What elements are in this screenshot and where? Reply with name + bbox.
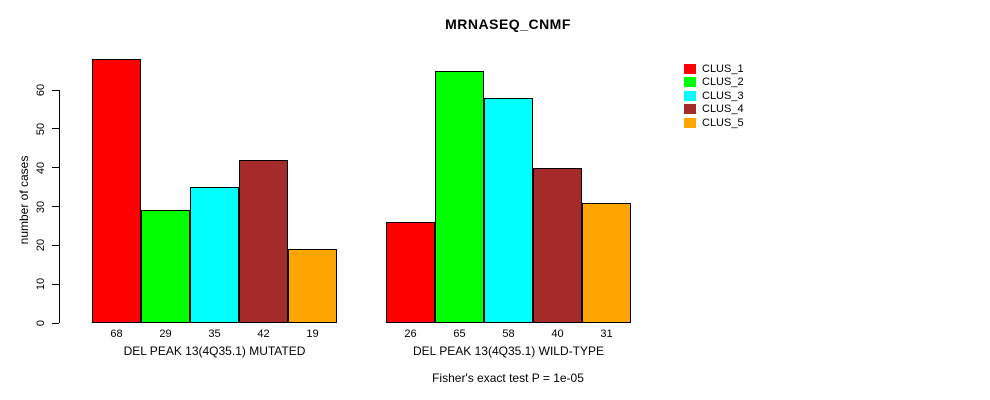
y-tick-mark [52,128,59,130]
legend-swatch-icon [684,104,696,115]
legend-item-clus_3: CLUS_3 [684,89,744,103]
bar-value-label: 65 [453,328,466,340]
bar-clus_2-group2 [435,70,484,323]
y-tick-mark [52,206,59,207]
y-tick-mark [52,89,59,91]
legend-label: CLUS_1 [702,62,744,75]
bar-clus_4-group2 [533,167,582,323]
legend-label: CLUS_5 [702,116,744,129]
legend-swatch-icon [684,90,696,101]
legend-swatch-icon [684,77,696,88]
legend-item-clus_1: CLUS_1 [684,62,744,76]
y-tick-mark [52,167,59,169]
y-tick-label: 10 [35,278,47,291]
bar-clus_1-group1 [92,58,141,323]
chart-title: MRNASEQ_CNMF [445,16,571,32]
y-axis-label: number of cases [17,155,31,245]
bar-clus_4-group1 [239,159,288,323]
bar-value-label: 68 [110,328,123,340]
bar-clus_5-group1 [288,249,337,323]
legend-item-clus_5: CLUS_5 [684,116,744,130]
y-tick-label: 0 [35,319,47,327]
bar-clus_2-group1 [141,210,190,323]
bar-value-label: 26 [404,328,417,340]
y-tick-mark [52,283,59,285]
bar-clus_3-group2 [484,97,533,323]
bar-value-label: 40 [551,328,564,340]
legend-label: CLUS_3 [702,89,744,102]
bar-value-label: 35 [208,328,221,340]
legend-label: CLUS_2 [702,76,744,89]
legend: CLUS_1 CLUS_2 CLUS_3 CLUS_4 CLUS_5 [684,62,744,130]
legend-swatch-icon [684,117,696,128]
fisher-test-annotation: Fisher's exact test P = 1e-05 [432,371,584,385]
y-tick-label: 20 [35,239,47,252]
y-tick-mark [52,322,59,324]
legend-item-clus_4: CLUS_4 [684,103,744,117]
legend-item-clus_2: CLUS_2 [684,76,744,90]
bar-value-label: 58 [502,328,515,340]
bar-clus_1-group2 [386,222,435,323]
legend-swatch-icon [684,63,696,74]
group-label-wild-type: DEL PEAK 13(4Q35.1) WILD-TYPE [413,344,604,358]
y-tick-label: 50 [35,122,47,135]
bar-value-label: 29 [159,328,172,340]
bar-clus_5-group2 [582,202,631,323]
bar-value-label: 31 [600,328,613,340]
legend-label: CLUS_4 [702,103,744,116]
bar-value-label: 42 [257,328,270,340]
bar-clus_3-group1 [190,187,239,323]
bar-value-label: 19 [306,328,319,340]
y-tick-label: 60 [35,83,47,97]
y-tick-mark [52,244,59,246]
y-axis-line [59,90,60,323]
group-label-mutated: DEL PEAK 13(4Q35.1) MUTATED [123,344,306,358]
y-tick-label: 40 [35,161,47,174]
y-tick-label: 30 [35,200,47,213]
